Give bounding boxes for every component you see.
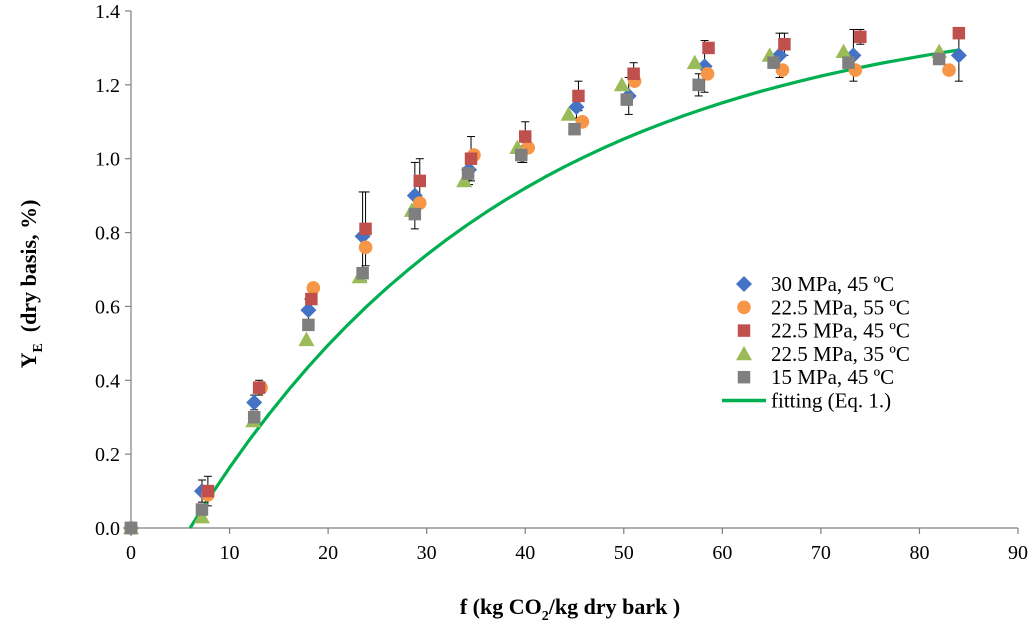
data-point-square <box>515 148 528 162</box>
data-point-triangle <box>298 331 315 347</box>
legend-marker-square <box>737 370 751 384</box>
data-point-square <box>302 318 315 332</box>
y-tick-label: 0.0 <box>95 518 120 540</box>
data-point-square <box>702 41 715 55</box>
legend-marker-triangle <box>736 345 752 361</box>
data-point-triangle <box>686 54 703 70</box>
data-point-triangle <box>613 76 630 92</box>
data-point-square <box>627 67 640 81</box>
data-point-square <box>778 37 791 51</box>
data-point-circle <box>412 196 427 210</box>
y-tick-label: 1.0 <box>95 149 120 171</box>
x-tick-label: 10 <box>220 542 240 564</box>
y-tick-label: 1.4 <box>95 1 120 23</box>
data-point-square <box>767 56 780 69</box>
data-point-square <box>572 89 585 103</box>
legend-marker-square <box>737 324 751 337</box>
data-point-square <box>952 26 966 40</box>
data-point-square <box>408 207 422 221</box>
x-tick-label: 50 <box>614 542 634 564</box>
tick-labels: 0.0 0.2 0.4 0.6 0.8 1.0 1.2 1.4 0 10 20 30 40 50 60 70 8… <box>95 1 1028 564</box>
legend-label: 22.5 MPa, 35 ºC <box>771 342 910 366</box>
data-point-square <box>195 503 209 516</box>
markers-layer <box>123 26 967 536</box>
data-point-square <box>518 130 532 143</box>
data-point-circle <box>942 63 956 77</box>
data-point-triangle <box>456 172 473 188</box>
x-tick-label: 80 <box>909 542 929 564</box>
data-point-diamond <box>246 394 263 411</box>
data-point-diamond <box>300 302 317 319</box>
y-tick-label: 0.6 <box>95 296 120 318</box>
data-point-diamond <box>950 47 967 64</box>
x-tick-label: 60 <box>712 542 732 564</box>
y-tick-label: 0.2 <box>95 444 120 466</box>
legend-label: 30 MPa, 45 ºC <box>771 272 894 296</box>
data-point-circle <box>358 240 373 255</box>
data-point-square <box>620 93 633 106</box>
x-tick-label: 40 <box>515 542 535 564</box>
data-point-square <box>692 78 705 92</box>
axes <box>125 10 1019 534</box>
legend-marker-diamond <box>736 276 752 292</box>
x-axis-title: f (kg CO2/kg dry bark ) <box>460 594 680 624</box>
data-point-square <box>305 292 318 306</box>
x-tick-label: 30 <box>417 542 437 564</box>
legend-marker-circle <box>737 300 751 315</box>
y-tick-label: 1.2 <box>95 75 120 97</box>
data-point-triangle <box>193 508 210 524</box>
data-point-square <box>201 484 215 498</box>
data-point-square <box>568 122 581 136</box>
legend-label: fitting (Eq. 1.) <box>771 389 891 413</box>
data-point-square <box>252 381 266 394</box>
legend-label: 22.5 MPa, 45 ºC <box>771 319 910 343</box>
y-axis-title: YE (dry basis, %) <box>16 200 46 369</box>
y-axis-title-main: Y <box>16 352 41 368</box>
data-point-square <box>461 167 475 180</box>
data-point-square <box>359 222 372 236</box>
x-tick-label: 20 <box>318 542 338 564</box>
x-tick-label: 0 <box>126 542 136 564</box>
fit-curve <box>188 48 960 529</box>
data-point-square <box>932 52 946 66</box>
data-point-square <box>464 152 478 165</box>
data-point-square <box>356 266 369 280</box>
data-point-square <box>854 30 867 44</box>
data-point-triangle <box>835 43 852 59</box>
y-axis-title-tail: (dry basis, %) <box>16 200 41 344</box>
x-axis-title-sub: 2 <box>542 609 549 624</box>
x-tick-label: 70 <box>811 542 831 564</box>
legend-label: 15 MPa, 45 ºC <box>771 365 894 389</box>
fit-layer <box>188 48 960 529</box>
y-tick-label: 0.8 <box>95 223 120 245</box>
x-tick-label: 90 <box>1008 542 1028 564</box>
y-tick-label: 0.4 <box>95 370 120 392</box>
data-point-square <box>124 521 138 535</box>
data-point-circle <box>306 281 321 295</box>
data-point-circle <box>700 66 715 81</box>
x-axis-title-main: f (kg CO <box>460 594 542 619</box>
data-point-square <box>842 56 855 69</box>
legend-label: 22.5 MPa, 55 ºC <box>771 295 910 319</box>
data-point-square <box>247 410 261 424</box>
data-point-triangle <box>560 106 577 121</box>
y-axis-title-sub: E <box>31 343 46 352</box>
x-axis-title-tail: /kg dry bark ) <box>548 594 680 619</box>
data-point-diamond <box>568 99 585 116</box>
data-point-square <box>413 174 427 188</box>
